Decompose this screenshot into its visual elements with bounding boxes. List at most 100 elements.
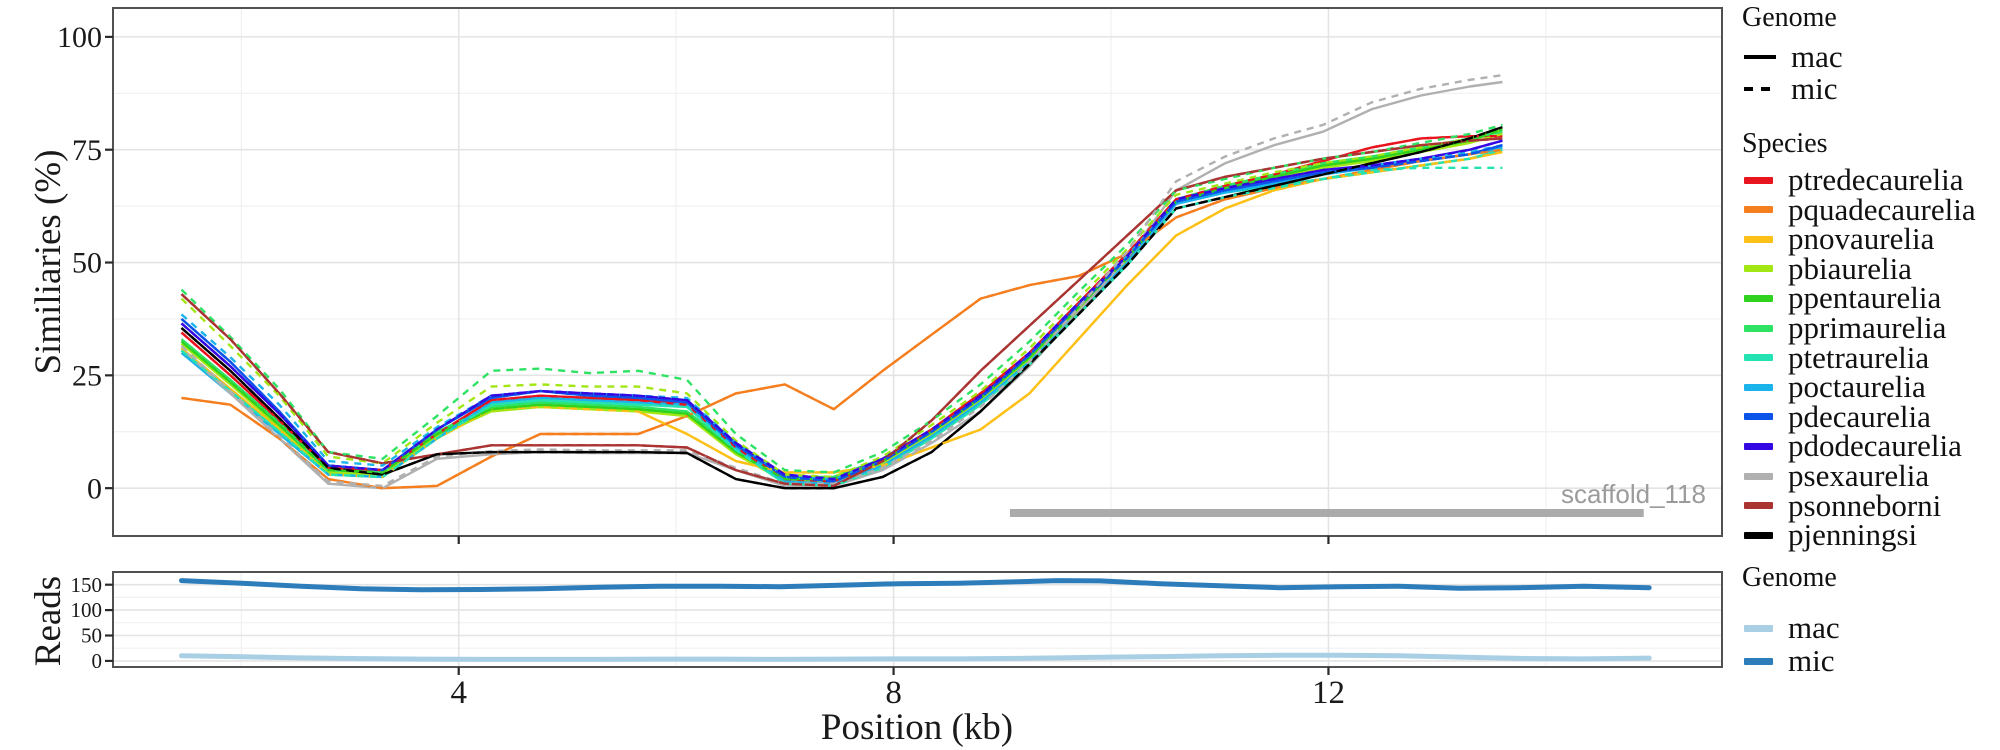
series-line-pdodecaurelia-mic xyxy=(180,139,1503,481)
panel-border xyxy=(112,7,1723,537)
y-tick-label: 50 xyxy=(81,624,102,648)
color-key-icon xyxy=(1744,531,1773,539)
legend-item-label: pjenningsi xyxy=(1788,517,1918,553)
series-line-poctaurelia-mic xyxy=(180,144,1503,481)
y-tick-label: 0 xyxy=(92,649,103,673)
scaffold-annotation-label: scaffold_118 xyxy=(1560,479,1706,509)
legend-item-mac: mac xyxy=(1744,40,1843,74)
legend-item-pprimaurelia: pprimaurelia xyxy=(1744,311,1946,345)
legend-column: Genome mac mic Species ptredecaurelia pqua… xyxy=(1740,0,1998,750)
color-key-icon xyxy=(1744,294,1773,302)
legend-item-pdecaurelia: pdecaurelia xyxy=(1744,398,1931,434)
legend-item-pdodecaurelia: pdodecaurelia xyxy=(1744,429,1962,463)
y-tick-label: 100 xyxy=(57,21,102,54)
color-key-icon xyxy=(1744,235,1773,243)
series-line-pbiaurelia-mic xyxy=(180,128,1503,479)
legend-item-pjenningsi: pjenningsi xyxy=(1744,518,1917,552)
series-line-psexaurelia-mic xyxy=(180,74,1503,488)
legend-item-label: mac xyxy=(1788,610,1840,645)
color-key-icon xyxy=(1744,206,1773,214)
reads-line-mac xyxy=(179,652,1652,662)
series-line-pnovaurelia-mac xyxy=(180,150,1503,479)
legend-item-poctaurelia: poctaurelia xyxy=(1744,370,1926,404)
y-tick-label: 100 xyxy=(71,598,103,622)
legend-item-label: mic xyxy=(1788,643,1835,678)
legend-item-label: poctaurelia xyxy=(1788,369,1926,405)
dashed-line-key-icon xyxy=(1744,87,1776,91)
color-key-icon xyxy=(1744,442,1773,450)
legend-genome-reads-title: Genome xyxy=(1742,562,1837,593)
scaffold-bar xyxy=(1009,509,1644,517)
legend-item-mic: mic xyxy=(1744,72,1838,106)
color-key-icon xyxy=(1744,413,1773,421)
color-key-icon xyxy=(1744,176,1773,184)
panel-border xyxy=(112,571,1723,668)
y-tick-label: 150 xyxy=(71,573,103,597)
series-line-ptredecaurelia-mic xyxy=(180,135,1503,483)
legend-item-ptetraurelia: ptetraurelia xyxy=(1744,339,1930,375)
legend-item-pbiaurelia: pbiaurelia xyxy=(1744,250,1912,286)
legend-item-label: mic xyxy=(1791,71,1838,106)
series-line-psonneborni-mac xyxy=(180,137,1503,488)
legend-item-label: pdecaurelia xyxy=(1788,398,1931,434)
legend-item-label: ptredecaurelia xyxy=(1788,162,1964,197)
series-line-psonneborni-mic xyxy=(180,137,1503,488)
legend-species-title: Species xyxy=(1742,128,1828,159)
color-key-icon xyxy=(1744,657,1773,665)
y-tick-label: 75 xyxy=(72,134,102,167)
series-line-ptredecaurelia-mac xyxy=(180,135,1503,483)
color-key-icon xyxy=(1744,265,1773,273)
y-tick-label: 50 xyxy=(72,247,102,280)
color-key-icon xyxy=(1744,502,1773,510)
solid-line-key-icon xyxy=(1744,55,1776,59)
legend-item-ppentaurelia: ppentaurelia xyxy=(1744,281,1941,315)
legend-item-psexaurelia: psexaurelia xyxy=(1744,459,1929,493)
series-line-pdodecaurelia-mac xyxy=(180,139,1503,481)
legend-item-label: pnovaurelia xyxy=(1788,221,1935,257)
series-line-pbiaurelia-mac xyxy=(180,132,1503,483)
color-key-icon xyxy=(1744,624,1773,632)
series-line-pprimaurelia-mic xyxy=(180,123,1503,474)
gridlines xyxy=(113,8,1722,536)
reads-line-mic xyxy=(179,578,1652,593)
legend-item-ptredecaurelia: ptredecaurelia xyxy=(1744,163,1964,197)
x-tick-label: 8 xyxy=(885,675,902,711)
legend-item-label: pprimaurelia xyxy=(1788,310,1947,345)
legend-item-psonneborni: psonneborni xyxy=(1744,487,1942,523)
color-key-icon xyxy=(1744,324,1773,332)
legend-item-reads-mic: mic xyxy=(1744,644,1835,678)
series-line-psexaurelia-mac xyxy=(180,80,1503,490)
reads-axis-title: Reads xyxy=(28,575,69,667)
color-key-icon xyxy=(1744,472,1773,480)
legend-item-label: pbiaurelia xyxy=(1788,250,1912,286)
legend-item-label: pquadecaurelia xyxy=(1788,191,1976,227)
y-tick-label: 0 xyxy=(87,472,102,505)
legend-item-label: ptetraurelia xyxy=(1788,339,1930,375)
series-line-ptetraurelia-mac xyxy=(180,148,1503,488)
legend-item-pnovaurelia: pnovaurelia xyxy=(1744,222,1934,256)
legend-item-label: pdodecaurelia xyxy=(1788,428,1962,464)
series-line-pjenningsi-mic xyxy=(180,125,1503,490)
series-line-pdecaurelia-mac xyxy=(180,144,1503,483)
x-tick-label: 4 xyxy=(450,675,467,711)
axis-ticks: 0 25 50 75 100 xyxy=(57,21,1330,544)
x-tick-label: 12 xyxy=(1312,675,1345,711)
y-tick-label: 25 xyxy=(72,360,102,393)
color-key-icon xyxy=(1744,354,1773,362)
series-line-pdecaurelia-mic xyxy=(180,144,1503,483)
legend-item-label: ppentaurelia xyxy=(1788,280,1942,316)
similarity-axis-title: Similiaries (%) xyxy=(28,149,69,375)
series-line-ptetraurelia-mic xyxy=(180,166,1503,488)
series-line-poctaurelia-mac xyxy=(180,146,1503,485)
color-key-icon xyxy=(1744,383,1773,391)
legend-item-pquadecaurelia: pquadecaurelia xyxy=(1744,191,1976,227)
legend-item-label: psonneborni xyxy=(1788,487,1942,523)
legend-item-label: mac xyxy=(1791,39,1843,74)
legend-genome-title: Genome xyxy=(1742,2,1837,33)
legend-item-reads-mac: mac xyxy=(1744,611,1840,645)
x-axis-title: Position (kb) xyxy=(820,707,1014,748)
legend-item-label: psexaurelia xyxy=(1788,458,1930,493)
